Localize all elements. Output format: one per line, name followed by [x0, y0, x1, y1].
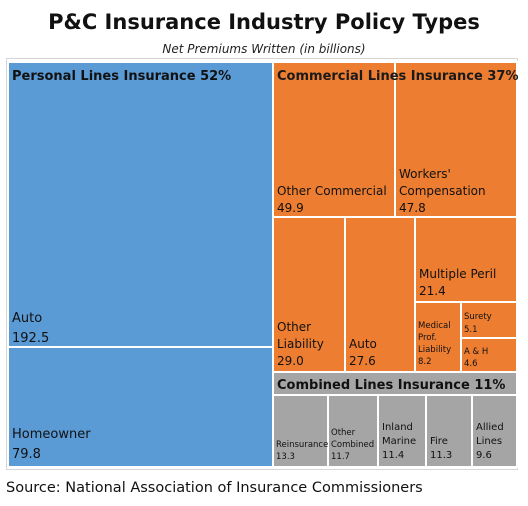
cell-label-reinsurance: Reinsurance — [276, 440, 328, 450]
cell-label-other-combined-line1: Other — [331, 428, 356, 438]
treemap-cell-commercial-7 — [460, 337, 518, 373]
chart-title: P&C Insurance Industry Policy Types — [48, 10, 480, 34]
cell-value-commercial-auto: 27.6 — [349, 354, 376, 368]
treemap-cell-commercial-3 — [344, 216, 416, 373]
cell-label-other-commercial: Other Commercial — [277, 184, 387, 198]
group-header-personal: Personal Lines Insurance 52% — [12, 69, 231, 84]
treemap-cell-commercial-1 — [394, 61, 518, 218]
cell-value-inland-marine: 11.4 — [382, 450, 404, 461]
cell-label-personal-auto: Auto — [12, 311, 42, 326]
cell-value-allied-lines: 9.6 — [476, 450, 492, 461]
cell-value-a-and-h: 4.6 — [464, 359, 478, 369]
cell-label-inland-marine-line2: Marine — [382, 436, 416, 447]
treemap-cell-commercial-5 — [414, 301, 462, 373]
cell-value-medical: 8.2 — [418, 357, 432, 367]
cell-value-multiple-peril: 21.4 — [419, 284, 446, 298]
cell-label-allied-lines-line1: Allied — [476, 422, 504, 433]
cell-label-other-liability-line1: Other — [277, 320, 311, 334]
cell-label-workers-comp-line2: Compensation — [399, 184, 486, 198]
cell-label-medical-line2: Prof. — [418, 333, 437, 343]
treemap-cell-combined-4 — [471, 394, 518, 468]
cell-label-a-and-h: A & H — [464, 347, 488, 357]
cell-value-personal-homeowner: 79.8 — [12, 447, 41, 462]
treemap-cell-combined-1 — [327, 394, 379, 468]
treemap-cell-combined-0 — [272, 394, 329, 468]
cell-value-fire: 11.3 — [430, 450, 452, 461]
cell-label-other-combined-line2: Combined — [331, 440, 374, 450]
cell-label-multiple-peril: Multiple Peril — [419, 267, 496, 281]
cell-label-personal-homeowner: Homeowner — [12, 427, 91, 442]
cell-value-reinsurance: 13.3 — [276, 452, 295, 462]
chart-subtitle: Net Premiums Written (in billions) — [162, 42, 366, 56]
cell-value-personal-auto: 192.5 — [12, 331, 49, 346]
treemap-cell-personal-0 — [7, 61, 274, 348]
treemap-cell-commercial-6 — [460, 301, 518, 339]
cell-label-other-liability-line2: Liability — [277, 337, 324, 351]
cell-label-allied-lines-line2: Lines — [476, 436, 502, 447]
treemap-cell-commercial-4 — [414, 216, 518, 303]
cell-label-commercial-auto: Auto — [349, 337, 377, 351]
treemap-cell-combined-2 — [377, 394, 427, 468]
cell-label-fire: Fire — [430, 436, 448, 447]
cell-value-workers-comp: 47.8 — [399, 201, 426, 215]
cell-label-surety: Surety — [464, 312, 492, 322]
cell-value-surety: 5.1 — [464, 325, 478, 335]
cell-value-other-commercial: 49.9 — [277, 201, 304, 215]
group-header-combined: Combined Lines Insurance 11% — [277, 378, 505, 393]
cell-value-other-liability: 29.0 — [277, 354, 304, 368]
cell-label-inland-marine-line1: Inland — [382, 422, 413, 433]
group-header-commercial: Commercial Lines Insurance 37% — [277, 69, 518, 84]
source-note: Source: National Association of Insuranc… — [6, 480, 423, 496]
cell-label-medical-line3: Liability — [418, 345, 451, 355]
cell-label-workers-comp-line1: Workers' — [399, 167, 451, 181]
cell-value-other-combined: 11.7 — [331, 452, 350, 462]
cell-label-medical-line1: Medical — [418, 321, 451, 331]
treemap-cell-personal-1 — [7, 346, 274, 468]
